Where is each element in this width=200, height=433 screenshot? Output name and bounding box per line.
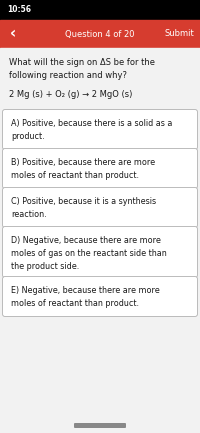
FancyBboxPatch shape	[2, 110, 198, 149]
Text: 10:56: 10:56	[7, 6, 31, 14]
FancyBboxPatch shape	[2, 277, 198, 317]
Bar	[0, 0, 200, 20]
Text: Question 4 of 20: Question 4 of 20	[65, 29, 135, 39]
Text: What will the sign on ΔS be for the: What will the sign on ΔS be for the	[9, 58, 155, 67]
Text: ‹: ‹	[10, 26, 16, 42]
Bar	[0, 48, 200, 433]
Text: following reaction and why?: following reaction and why?	[9, 71, 127, 80]
Text: 2 Mg (s) + O₂ (g) → 2 MgO (s): 2 Mg (s) + O₂ (g) → 2 MgO (s)	[9, 90, 132, 99]
FancyBboxPatch shape	[2, 149, 198, 188]
Text: E) Negative, because there are more
moles of reactant than product.: E) Negative, because there are more mole…	[11, 286, 160, 308]
FancyBboxPatch shape	[74, 423, 126, 428]
Text: Submit: Submit	[164, 29, 194, 39]
Text: C) Positive, because it is a synthesis
reaction.: C) Positive, because it is a synthesis r…	[11, 197, 156, 219]
Text: D) Negative, because there are more
moles of gas on the reactant side than
the p: D) Negative, because there are more mole…	[11, 236, 167, 271]
FancyBboxPatch shape	[2, 187, 198, 227]
Text: A) Positive, because there is a solid as a
product.: A) Positive, because there is a solid as…	[11, 119, 172, 141]
Bar	[0, 20, 200, 48]
FancyBboxPatch shape	[2, 226, 198, 278]
Text: B) Positive, because there are more
moles of reactant than product.: B) Positive, because there are more mole…	[11, 158, 155, 180]
